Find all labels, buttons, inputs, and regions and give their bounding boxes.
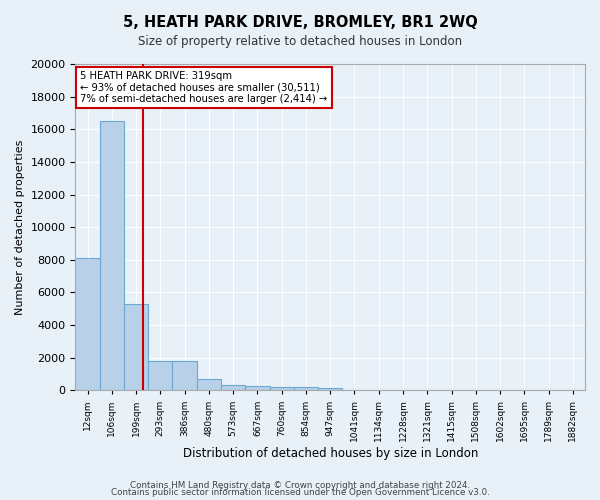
Bar [148,361,172,390]
Text: Contains HM Land Registry data © Crown copyright and database right 2024.: Contains HM Land Registry data © Crown c… [130,480,470,490]
Text: Size of property relative to detached houses in London: Size of property relative to detached ho… [138,35,462,48]
Bar [197,379,221,390]
Bar [294,387,318,390]
Bar [318,388,343,390]
Bar [221,384,245,390]
X-axis label: Distribution of detached houses by size in London: Distribution of detached houses by size … [182,447,478,460]
Bar [172,361,197,390]
Text: 5 HEATH PARK DRIVE: 319sqm
← 93% of detached houses are smaller (30,511)
7% of s: 5 HEATH PARK DRIVE: 319sqm ← 93% of deta… [80,70,328,104]
Bar [76,258,100,390]
Bar [100,121,124,390]
Text: Contains public sector information licensed under the Open Government Licence v3: Contains public sector information licen… [110,488,490,497]
Bar [269,387,294,390]
Y-axis label: Number of detached properties: Number of detached properties [15,140,25,315]
Bar [245,386,269,390]
Bar [124,304,148,390]
Text: 5, HEATH PARK DRIVE, BROMLEY, BR1 2WQ: 5, HEATH PARK DRIVE, BROMLEY, BR1 2WQ [122,15,478,30]
